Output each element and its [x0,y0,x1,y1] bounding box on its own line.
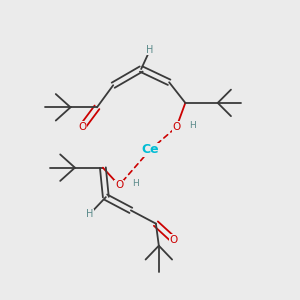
Text: O: O [169,235,178,245]
Text: H: H [146,45,154,55]
Text: O: O [172,122,181,132]
Text: O: O [78,122,86,132]
Text: O: O [115,180,123,190]
Text: H: H [189,121,196,130]
Text: H: H [132,179,139,188]
Text: Ce: Ce [141,143,159,157]
Text: H: H [86,209,93,219]
